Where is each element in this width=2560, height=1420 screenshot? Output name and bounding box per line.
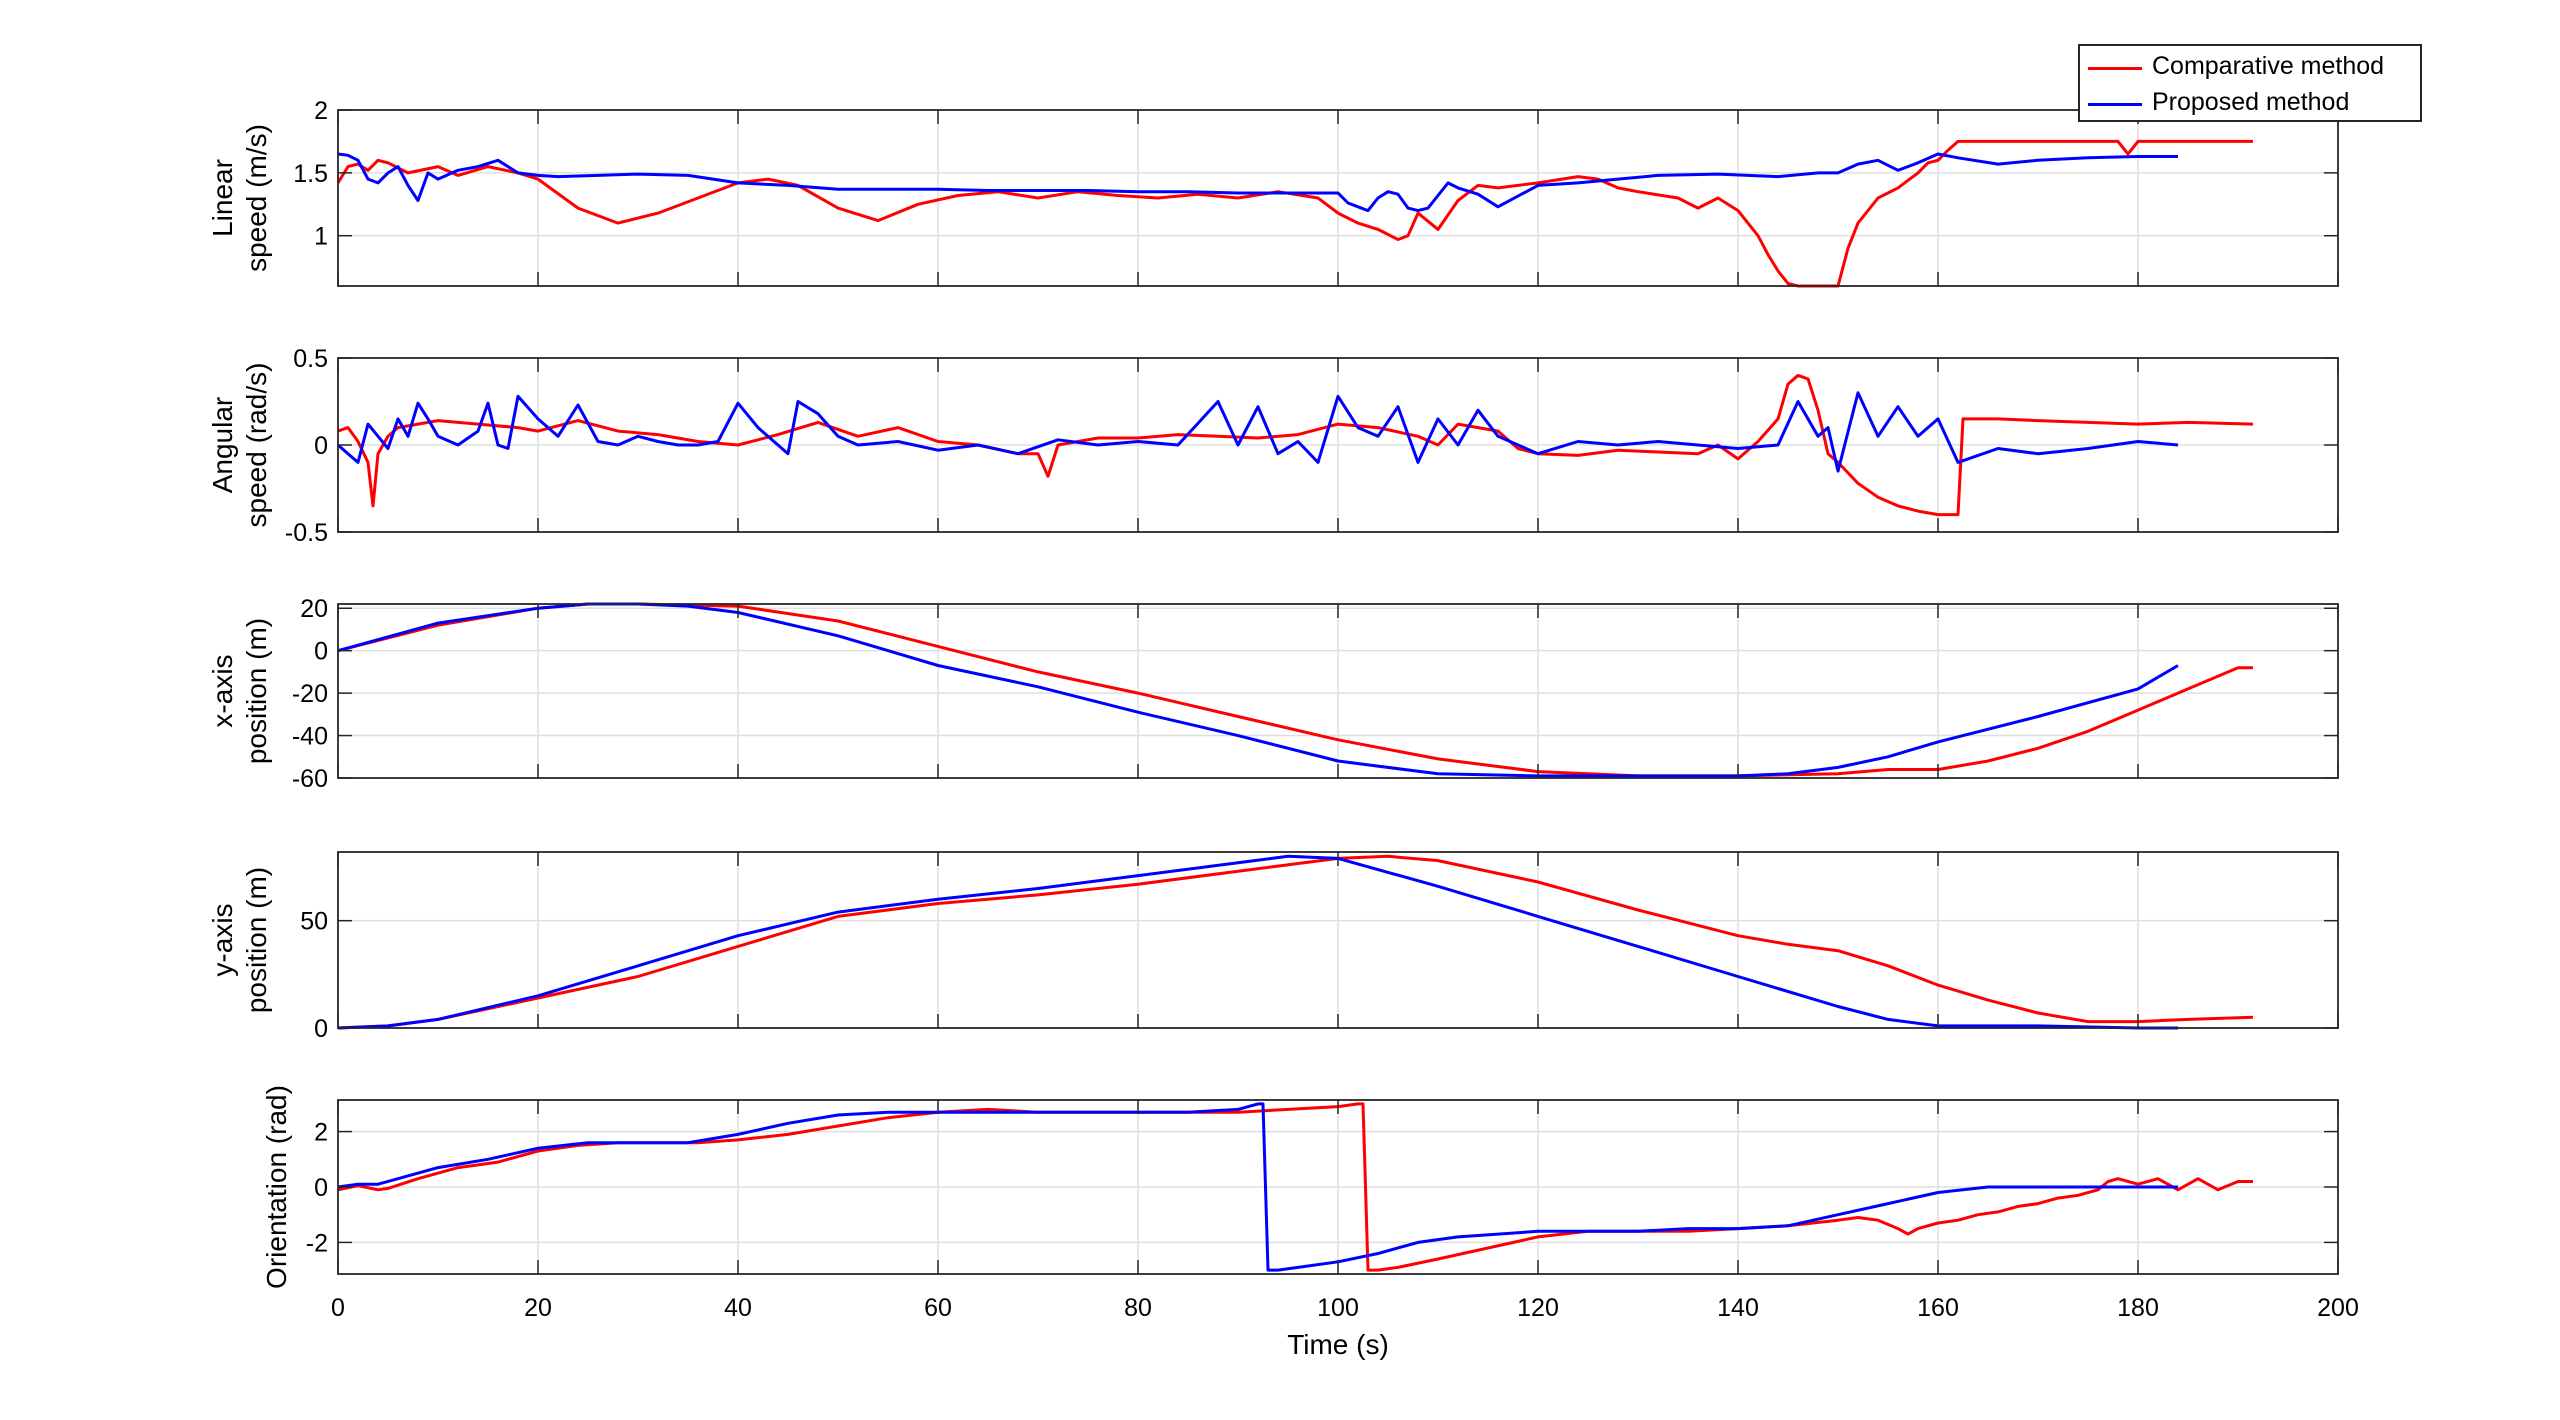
x-tick-label: 180 bbox=[2117, 1294, 2159, 1322]
y-tick-label: 1.5 bbox=[293, 160, 328, 188]
y-tick-label: -2 bbox=[306, 1229, 328, 1257]
subplots: 1 1.5 2 Linear speed (m/s) -0.5 0 0.5 Angular spe… bbox=[207, 97, 2359, 1322]
x-tick-label: 60 bbox=[924, 1294, 952, 1322]
series-line-proposed bbox=[337, 1102, 2178, 1272]
y-axis-label: y-axis bbox=[207, 903, 238, 976]
x-tick-label: 160 bbox=[1917, 1294, 1959, 1322]
x-tick-label: 40 bbox=[724, 1294, 752, 1322]
subplot-5: 0 20 40 60 80 100 120 140 160 180 200 -2 0 2 Orientati… bbox=[261, 1085, 2359, 1322]
legend: Comparative method Proposed method bbox=[2078, 44, 2422, 122]
y-axis-label: Linear bbox=[207, 159, 238, 237]
series-line-proposed bbox=[337, 152, 2178, 213]
x-tick-label: 20 bbox=[524, 1294, 552, 1322]
y-axis-label: x-axis bbox=[207, 654, 238, 727]
subplot-3: -60 -40 -20 0 20 x-axis position (m) bbox=[207, 595, 2339, 793]
x-tick-label: 120 bbox=[1517, 1294, 1559, 1322]
y-tick-label: -0.5 bbox=[285, 519, 328, 547]
y-axis-label: position (m) bbox=[241, 867, 272, 1013]
legend-swatch-proposed bbox=[2088, 103, 2142, 106]
series-line-comparative bbox=[336, 139, 2253, 288]
subplot-1: 1 1.5 2 Linear speed (m/s) bbox=[207, 97, 2339, 288]
y-axis-label: Orientation (rad) bbox=[261, 1085, 292, 1289]
y-tick-label: 0 bbox=[314, 432, 328, 460]
x-axis-label: Time (s) bbox=[1287, 1329, 1389, 1360]
legend-label-comparative: Comparative method bbox=[2152, 52, 2385, 80]
y-tick-label: 2 bbox=[314, 97, 328, 125]
y-tick-label: 20 bbox=[300, 595, 328, 623]
y-axis-label: speed (rad/s) bbox=[241, 363, 272, 528]
legend-item-proposed: Proposed method bbox=[2080, 86, 2420, 122]
legend-swatch-comparative bbox=[2088, 67, 2142, 70]
series-line-comparative bbox=[337, 854, 2254, 1030]
y-tick-label: 2 bbox=[314, 1119, 328, 1147]
y-axis-label: speed (m/s) bbox=[241, 124, 272, 272]
y-tick-label: -40 bbox=[292, 723, 328, 751]
y-tick-label: 0 bbox=[314, 638, 328, 666]
subplot-4: 0 50 y-axis position (m) bbox=[207, 851, 2339, 1043]
x-tick-label: 140 bbox=[1717, 1294, 1759, 1322]
x-tick-label: 100 bbox=[1317, 1294, 1359, 1322]
y-tick-label: 0 bbox=[314, 1015, 328, 1043]
y-tick-label: -60 bbox=[292, 765, 328, 793]
y-tick-label: -20 bbox=[292, 680, 328, 708]
y-axis-label: Angular bbox=[207, 397, 238, 494]
y-tick-label: 0.5 bbox=[293, 345, 328, 373]
series-line-proposed bbox=[337, 854, 2178, 1030]
x-tick-label: 80 bbox=[1124, 1294, 1152, 1322]
y-axis-label: position (m) bbox=[241, 618, 272, 764]
x-tick-label: 0 bbox=[331, 1294, 345, 1322]
y-tick-label: 50 bbox=[300, 908, 328, 936]
x-tick-label: 200 bbox=[2317, 1294, 2359, 1322]
subplot-2: -0.5 0 0.5 Angular speed (rad/s) bbox=[207, 345, 2339, 547]
y-tick-label: 0 bbox=[314, 1174, 328, 1202]
legend-label-proposed: Proposed method bbox=[2152, 88, 2350, 116]
y-tick-label: 1 bbox=[314, 223, 328, 251]
legend-item-comparative: Comparative method bbox=[2080, 50, 2420, 86]
series-line-proposed bbox=[337, 391, 2179, 473]
